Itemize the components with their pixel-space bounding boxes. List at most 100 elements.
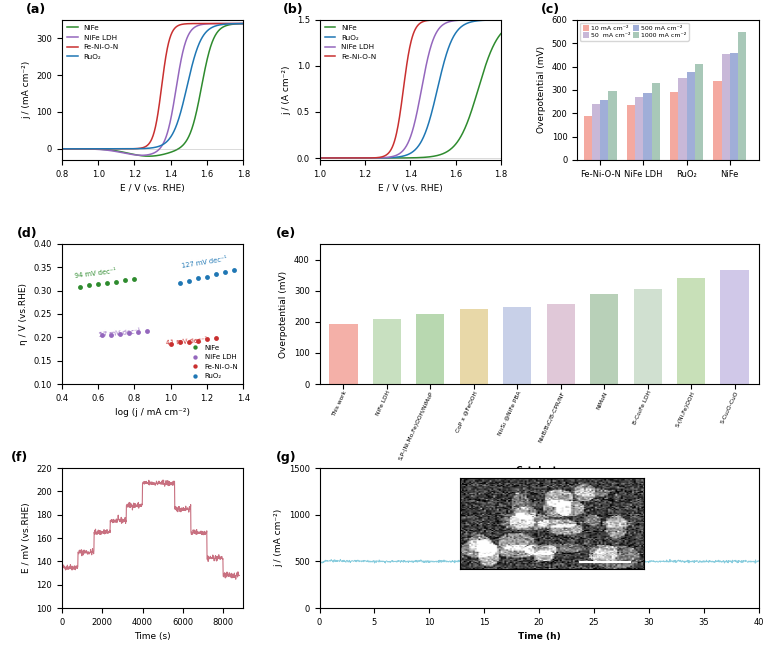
NiFe [144,152,153,160]
RuO₂ [496,16,505,24]
NiFe LDH [115,330,125,338]
RuO₂ [194,274,203,282]
NiFe [402,154,412,162]
NiFe LDH [238,20,248,28]
RuO₂ [401,151,410,159]
Line: NiFe LDH: NiFe LDH [320,20,501,158]
Text: 57 mV dec⁻¹: 57 mV dec⁻¹ [98,329,140,338]
NiFe [179,141,188,149]
NiFe LDH [315,154,324,162]
Text: (e): (e) [276,227,296,240]
NiFe [121,276,130,284]
Bar [590,293,618,384]
Fe-Ni-O-N [57,145,67,153]
Legend: NiFe, NiFe LDH, Fe-Ni-O-N, RuO₂: NiFe, NiFe LDH, Fe-Ni-O-N, RuO₂ [190,343,240,381]
Fe-Ni-O-N [492,16,502,24]
Bar [687,72,695,160]
Bar [678,78,687,160]
NiFe LDH [492,16,502,24]
Text: (a): (a) [26,3,46,16]
RuO₂ [492,16,502,24]
Line: NiFe LDH: NiFe LDH [62,24,243,155]
RuO₂ [211,270,221,278]
Fe-Ni-O-N [175,338,184,346]
NiFe LDH [165,122,174,130]
X-axis label: log (j / mA cm⁻²): log (j / mA cm⁻²) [115,408,190,417]
Legend: 10 mA cm⁻², 50  mA cm⁻², 500 mA cm⁻², 1000 mA cm⁻²: 10 mA cm⁻², 50 mA cm⁻², 500 mA cm⁻², 100… [580,23,689,41]
Text: 127 mV dec⁻¹: 127 mV dec⁻¹ [182,256,228,269]
NiFe [315,154,324,162]
Text: (g): (g) [276,451,296,464]
NiFe [492,36,502,44]
Fe-Ni-O-N [104,145,113,153]
Fe-Ni-O-N [179,20,188,28]
Bar [634,289,662,384]
X-axis label: E / V (vs. RHE): E / V (vs. RHE) [120,184,185,193]
Y-axis label: E / mV (vs.RHE): E / mV (vs.RHE) [22,503,31,573]
Fe-Ni-O-N [166,340,176,348]
Line: Fe-Ni-O-N: Fe-Ni-O-N [320,20,501,158]
NiFe LDH [139,151,149,159]
RuO₂ [179,99,188,107]
NiFe LDH [413,105,423,113]
Bar [592,104,600,160]
RuO₂ [423,123,432,131]
Line: Fe-Ni-O-N: Fe-Ni-O-N [168,336,218,346]
Fe-Ni-O-N [194,336,203,344]
Bar [677,278,705,384]
NiFe LDH [496,16,505,24]
Bar [416,314,444,384]
Text: (b): (b) [283,3,304,16]
Y-axis label: j / (A cm⁻²): j / (A cm⁻²) [282,65,291,114]
Fe-Ni-O-N [401,68,410,76]
Fe-Ni-O-N [315,154,324,162]
NiFe LDH [104,146,113,154]
NiFe LDH [125,329,134,336]
Line: RuO₂: RuO₂ [320,20,501,158]
Y-axis label: Overpotential (mV): Overpotential (mV) [537,46,546,134]
Y-axis label: j / (mA cm⁻²): j / (mA cm⁻²) [22,61,31,119]
RuO₂ [57,145,67,153]
Line: Fe-Ni-O-N: Fe-Ni-O-N [62,24,243,149]
Fe-Ni-O-N [89,145,98,153]
Fe-Ni-O-N [211,334,221,342]
NiFe [103,279,112,287]
Bar [373,319,401,384]
Y-axis label: η / V (vs.RHE): η / V (vs.RHE) [19,283,28,345]
Fe-Ni-O-N [496,16,505,24]
Bar [721,270,748,384]
NiFe [139,152,149,160]
Fe-Ni-O-N [402,61,412,69]
NiFe [89,145,98,153]
NiFe [194,97,204,104]
Fe-Ni-O-N [139,143,149,151]
Bar [329,325,358,384]
Bar [608,91,617,160]
NiFe LDH [142,327,152,334]
NiFe LDH [179,46,188,54]
Fe-Ni-O-N [194,20,203,28]
Text: (c): (c) [541,3,560,16]
NiFe [104,146,113,154]
Fe-Ni-O-N [238,20,248,28]
RuO₂ [413,143,423,151]
Bar [721,54,730,160]
RuO₂ [89,145,98,153]
NiFe LDH [402,141,412,149]
Bar [695,64,703,160]
X-axis label: Time (h): Time (h) [518,633,560,641]
NiFe [57,145,67,153]
RuO₂ [175,279,184,287]
Fe-Ni-O-N [164,38,173,46]
NiFe LDH [133,328,142,336]
Fe-Ni-O-N [203,335,212,343]
Line: NiFe: NiFe [77,276,137,290]
NiFe LDH [98,331,107,339]
X-axis label: Catalysts: Catalysts [515,467,563,475]
NiFe LDH [106,330,115,338]
NiFe [496,30,505,38]
NiFe LDH [194,21,204,29]
Line: NiFe: NiFe [62,24,243,156]
Y-axis label: j / (mA cm⁻²): j / (mA cm⁻²) [274,509,283,567]
Bar [652,83,659,160]
